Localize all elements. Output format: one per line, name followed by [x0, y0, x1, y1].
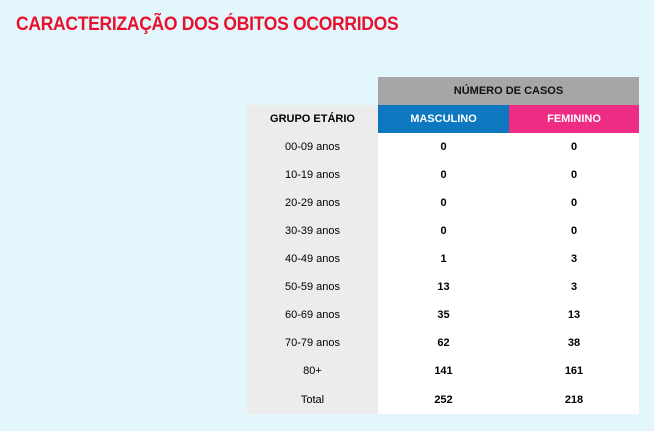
female-count-cell: 0: [509, 189, 639, 217]
male-count-cell: 0: [378, 217, 509, 245]
table-row: 80+ 141 161: [247, 357, 639, 385]
page-title: CARACTERIZAÇÃO DOS ÓBITOS OCORRIDOS: [16, 14, 399, 35]
female-count-cell: 13: [509, 301, 639, 329]
deaths-table: NÚMERO DE CASOS GRUPO ETÁRIO MASCULINO F…: [247, 77, 639, 414]
age-group-cell: Total: [247, 385, 378, 414]
age-group-cell: 80+: [247, 357, 378, 385]
female-count-cell: 0: [509, 133, 639, 161]
table-row: 50-59 anos 13 3: [247, 273, 639, 301]
female-count-cell: 218: [509, 385, 639, 414]
age-group-header: GRUPO ETÁRIO: [247, 105, 378, 133]
table-row: 70-79 anos 62 38: [247, 329, 639, 357]
male-count-cell: 1: [378, 245, 509, 273]
table-column-header-row: GRUPO ETÁRIO MASCULINO FEMININO: [247, 105, 639, 133]
table-group-header-row: NÚMERO DE CASOS: [247, 77, 639, 105]
table-row: 30-39 anos 0 0: [247, 217, 639, 245]
male-count-cell: 141: [378, 357, 509, 385]
male-count-cell: 0: [378, 161, 509, 189]
female-count-cell: 38: [509, 329, 639, 357]
age-group-cell: 40-49 anos: [247, 245, 378, 273]
table-total-row: Total 252 218: [247, 385, 639, 414]
male-header: MASCULINO: [378, 105, 509, 133]
female-count-cell: 161: [509, 357, 639, 385]
table-row: 60-69 anos 35 13: [247, 301, 639, 329]
female-count-cell: 3: [509, 245, 639, 273]
age-group-cell: 50-59 anos: [247, 273, 378, 301]
male-count-cell: 13: [378, 273, 509, 301]
table-row: 20-29 anos 0 0: [247, 189, 639, 217]
age-group-cell: 20-29 anos: [247, 189, 378, 217]
table-row: 40-49 anos 1 3: [247, 245, 639, 273]
table-row: 10-19 anos 0 0: [247, 161, 639, 189]
age-group-cell: 30-39 anos: [247, 217, 378, 245]
female-count-cell: 0: [509, 161, 639, 189]
female-count-cell: 3: [509, 273, 639, 301]
male-count-cell: 35: [378, 301, 509, 329]
table-header-spacer: [247, 77, 378, 105]
age-group-cell: 00-09 anos: [247, 133, 378, 161]
male-count-cell: 62: [378, 329, 509, 357]
table-row: 00-09 anos 0 0: [247, 133, 639, 161]
male-count-cell: 0: [378, 189, 509, 217]
female-count-cell: 0: [509, 217, 639, 245]
age-group-cell: 60-69 anos: [247, 301, 378, 329]
male-count-cell: 0: [378, 133, 509, 161]
male-count-cell: 252: [378, 385, 509, 414]
age-group-cell: 10-19 anos: [247, 161, 378, 189]
female-header: FEMININO: [509, 105, 639, 133]
age-group-cell: 70-79 anos: [247, 329, 378, 357]
cases-group-header: NÚMERO DE CASOS: [378, 77, 639, 105]
